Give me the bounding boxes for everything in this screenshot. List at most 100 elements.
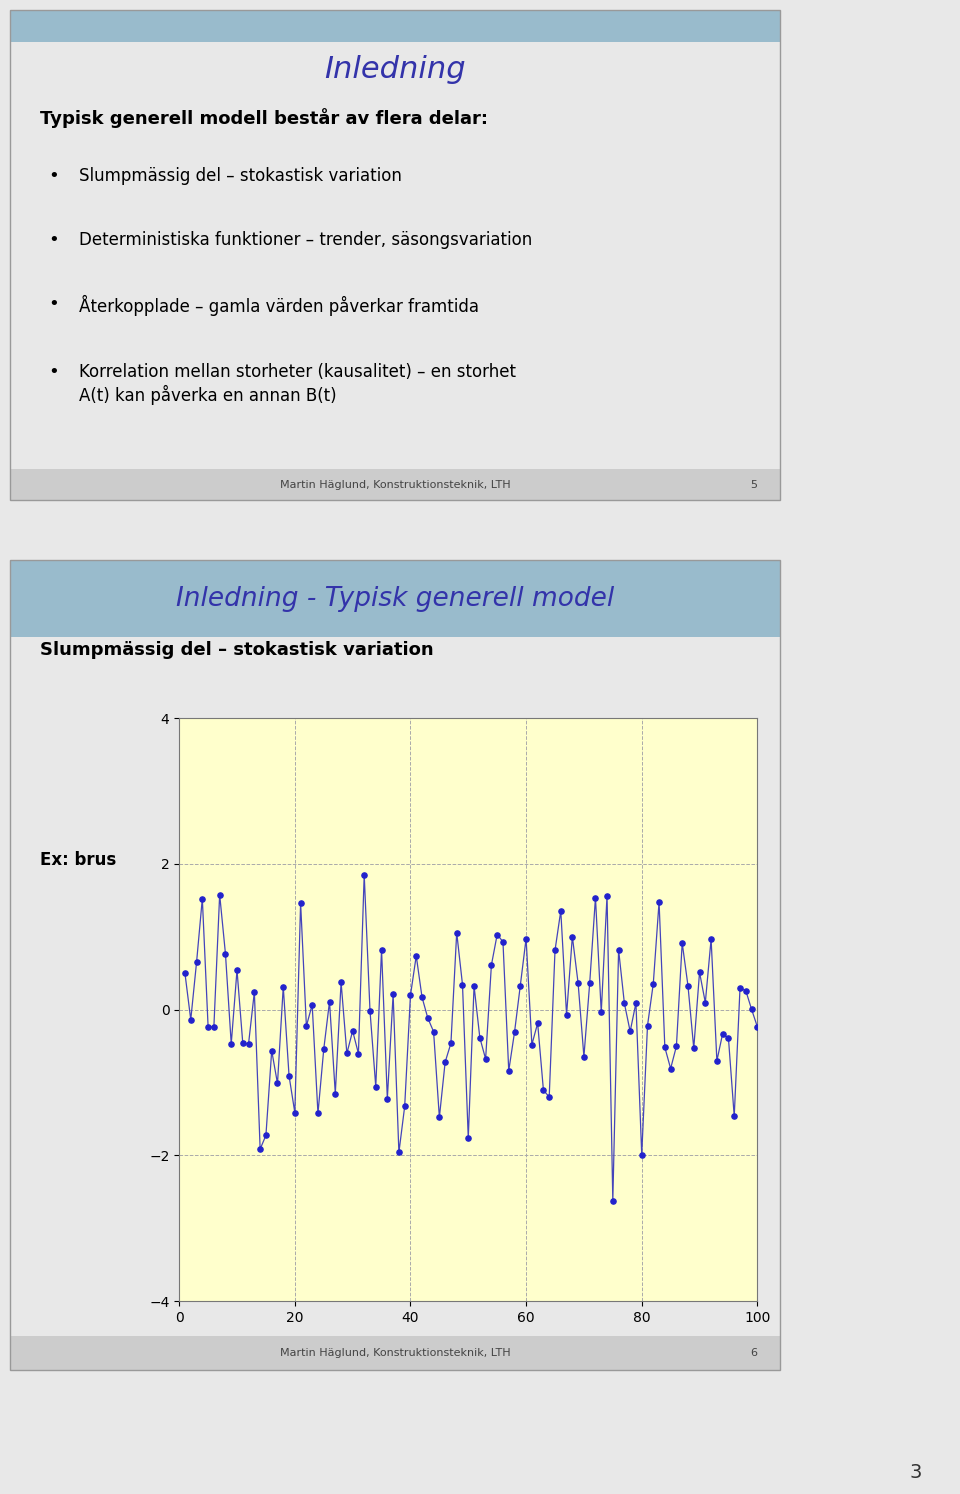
Bar [10,560,780,636]
Point [593,1001,609,1025]
Point [622,1019,637,1043]
Point [727,1104,742,1128]
Point [547,938,563,962]
Point [669,1034,684,1058]
Point [368,1074,383,1098]
Text: •: • [48,167,59,185]
Point [570,971,586,995]
Point [518,926,534,950]
Point [415,985,430,1008]
Point [316,1037,331,1061]
Point [432,1106,447,1129]
Point [345,1019,360,1043]
Point [362,998,377,1022]
Point [536,1079,551,1103]
Point [287,1101,302,1125]
Point [646,971,661,995]
Point [467,974,482,998]
Point [270,1071,285,1095]
Point [299,1014,314,1038]
Point [692,961,708,985]
Point [276,974,291,998]
Bar [10,10,780,42]
Point [721,1026,736,1050]
Point [195,887,210,911]
Point [379,1086,395,1110]
Text: •: • [48,363,59,381]
Text: •: • [48,232,59,249]
Point [455,973,470,996]
Point [397,1095,413,1119]
Point [639,1014,655,1038]
Point [709,1049,725,1073]
Bar [10,1336,780,1370]
Point [599,883,614,907]
Point [403,983,419,1007]
Text: 3: 3 [909,1463,922,1482]
Point [373,938,389,962]
Point [611,938,626,962]
Point [564,925,580,949]
Point [732,976,748,999]
Point [553,899,568,923]
Point [258,1123,274,1147]
Point [675,931,690,955]
Point [738,979,754,1002]
Text: Typisk generell modell består av flera delar:: Typisk generell modell består av flera d… [40,109,489,128]
Point [392,1140,407,1164]
Point [247,980,262,1004]
Point [350,1041,366,1065]
Point [582,971,597,995]
Point [524,1032,540,1056]
Text: Ex: brus: Ex: brus [40,852,117,870]
Text: Martin Häglund, Konstruktionsteknik, LTH: Martin Häglund, Konstruktionsteknik, LTH [279,480,511,490]
Point [252,1137,268,1161]
Point [241,1032,256,1056]
Point [235,1031,251,1055]
Point [501,1059,516,1083]
Point [472,1026,488,1050]
Point [281,1064,297,1088]
Point [333,970,348,994]
Point [698,991,713,1014]
Point [461,1126,476,1150]
Point [605,1189,620,1213]
Point [744,998,759,1022]
Point [652,890,667,914]
Point [559,1002,574,1026]
Text: Slumpmässig del – stokastisk variation: Slumpmässig del – stokastisk variation [79,167,402,185]
Point [616,992,632,1016]
Text: Korrelation mellan storheter (kausalitet) – en storhet
A(t) kan påverka en annan: Korrelation mellan storheter (kausalitet… [79,363,516,405]
Point [658,1035,673,1059]
Text: Deterministiska funktioner – trender, säsongsvariation: Deterministiska funktioner – trender, sä… [79,232,532,249]
Point [201,1014,216,1038]
Point [478,1047,493,1071]
Point [750,1014,765,1038]
Point [304,994,320,1017]
Point [212,883,228,907]
Point [663,1056,679,1080]
Point [322,989,337,1013]
Point [183,1008,199,1032]
Text: Inledning: Inledning [324,55,466,84]
Point [189,950,204,974]
Point [541,1085,557,1109]
Point [339,1041,354,1065]
Point [484,953,499,977]
Point [715,1022,731,1046]
Point [495,929,511,953]
Bar [10,469,780,500]
Point [576,1044,591,1068]
Point [409,944,424,968]
Point [327,1082,343,1106]
Text: 5: 5 [751,480,757,490]
Point [385,983,400,1007]
Text: Inledning - Typisk generell model: Inledning - Typisk generell model [176,586,614,611]
Text: 6: 6 [751,1348,757,1358]
Text: Slumpmässig del – stokastisk variation: Slumpmässig del – stokastisk variation [40,641,434,659]
Text: Återkopplade – gamla värden påverkar framtida: Återkopplade – gamla värden påverkar fra… [79,294,479,315]
Point [449,920,465,944]
Point [704,928,719,952]
Point [178,962,193,986]
Point [490,923,505,947]
